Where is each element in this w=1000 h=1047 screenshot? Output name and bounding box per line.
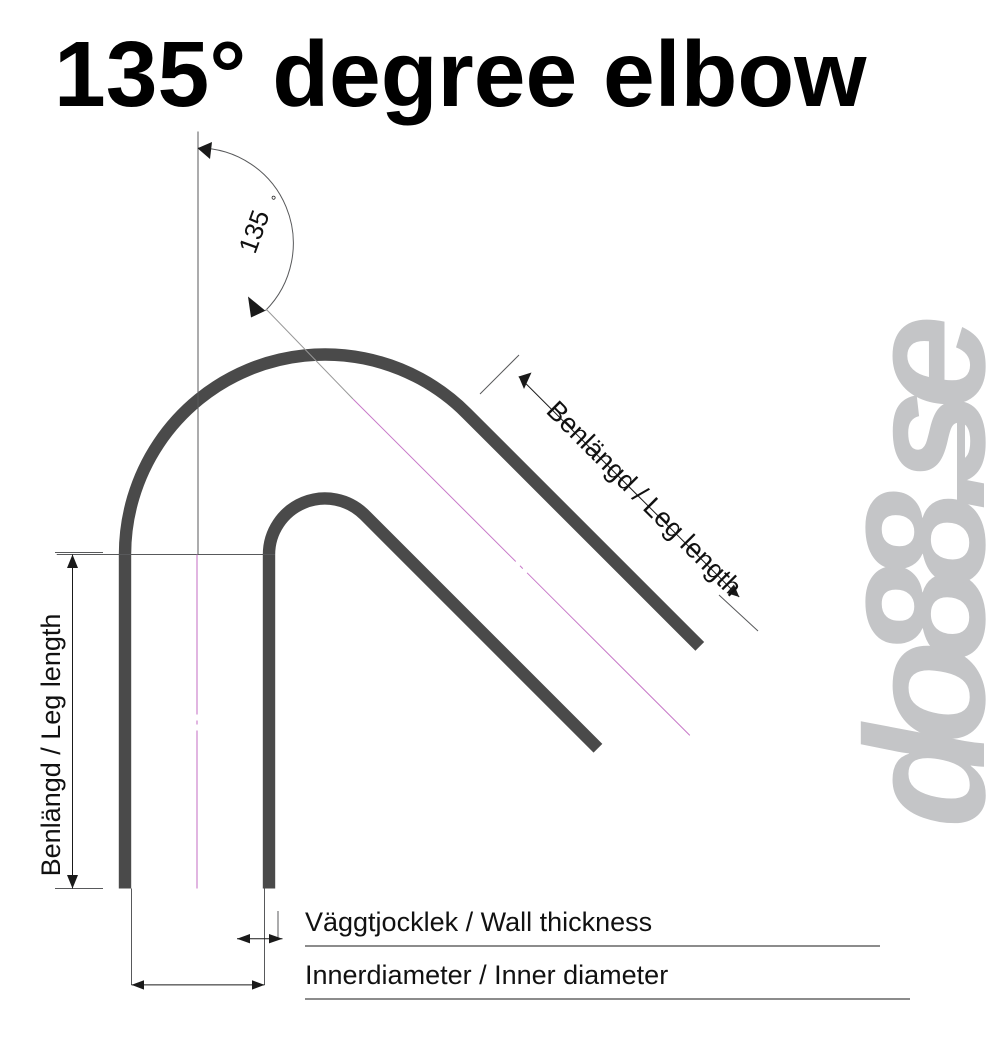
svg-text:Benlängd / Leg length: Benlängd / Leg length [541, 395, 748, 602]
svg-text:Benlängd / Leg length: Benlängd / Leg length [36, 614, 66, 877]
svg-text:°: ° [268, 193, 285, 204]
svg-text:Innerdiameter / Inner diameter: Innerdiameter / Inner diameter [305, 960, 668, 990]
svg-text:135: 135 [232, 206, 275, 257]
svg-text:Väggtjocklek / Wall thickness: Väggtjocklek / Wall thickness [305, 907, 652, 937]
